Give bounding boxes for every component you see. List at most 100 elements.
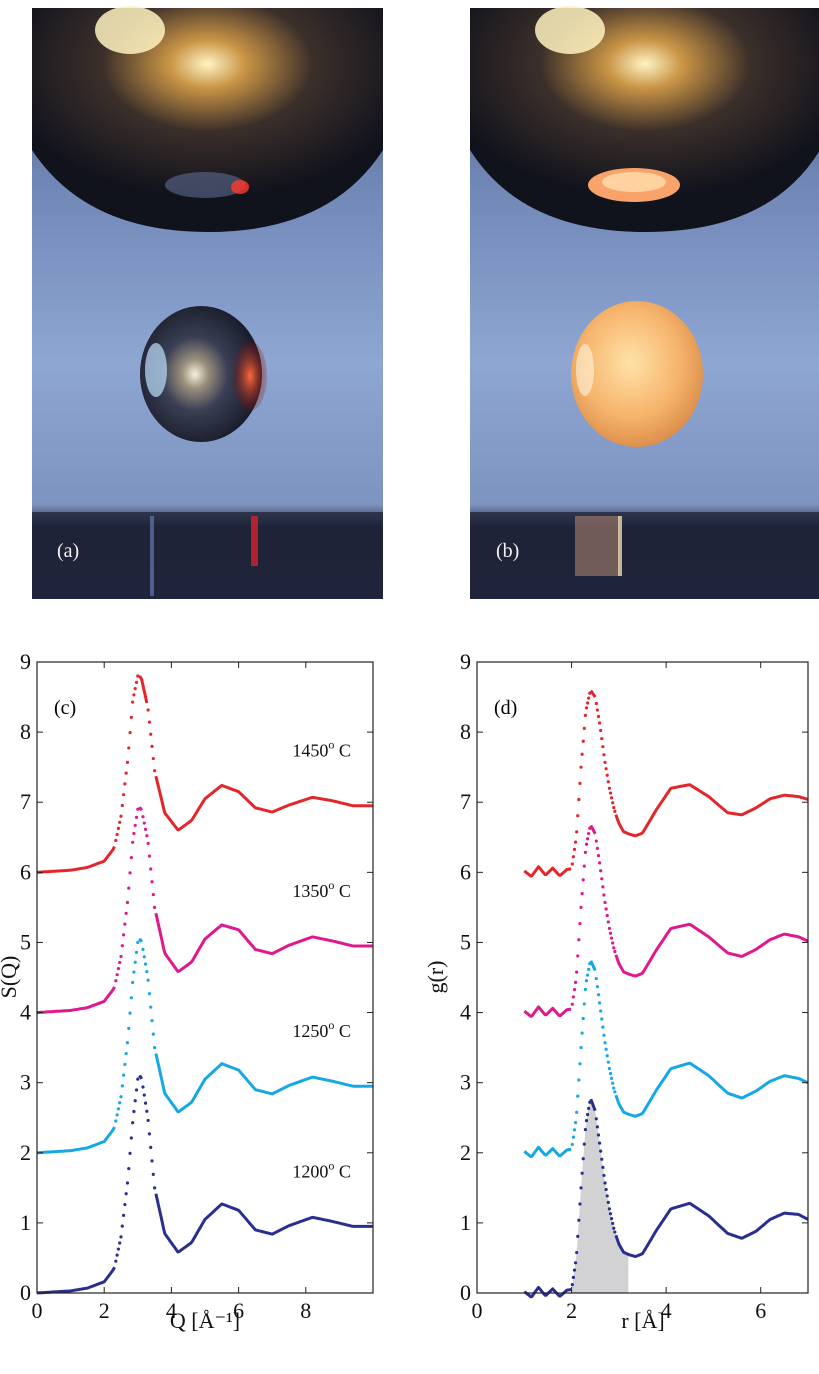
data-point	[571, 855, 575, 859]
data-point	[133, 823, 137, 828]
y-tick-label: 1	[460, 1210, 471, 1235]
data-point	[114, 979, 118, 983]
x-tick-label: 2	[99, 1298, 110, 1323]
data-point	[577, 938, 581, 942]
x-tick-label: 6	[755, 1298, 766, 1323]
data-point	[142, 821, 146, 825]
y-tick-label: 0	[20, 1280, 31, 1305]
data-point	[115, 832, 119, 837]
data-point	[594, 701, 598, 706]
data-point	[608, 1212, 613, 1216]
data-point	[599, 728, 603, 733]
data-point	[572, 988, 577, 992]
data-point	[603, 1181, 607, 1185]
data-point	[151, 892, 155, 897]
data-point	[125, 760, 130, 764]
data-point	[571, 1135, 575, 1139]
d-shaded-layer	[571, 1100, 629, 1293]
data-point	[147, 1132, 152, 1136]
data-point	[123, 1202, 127, 1207]
data-point	[577, 797, 581, 802]
data-point	[579, 1186, 583, 1190]
data-point	[580, 1171, 584, 1175]
data-point	[123, 922, 127, 926]
d-ticks-layer: 0 2 4 6 0 1 2 3 4 5 6 7 8 9	[460, 649, 808, 1323]
data-point	[612, 1226, 616, 1230]
data-point	[147, 992, 152, 996]
photo-a: (a)	[32, 6, 383, 599]
data-point	[116, 826, 121, 830]
shaded-peak-area	[571, 1100, 629, 1293]
data-point	[145, 1109, 149, 1113]
data-point	[118, 960, 122, 965]
d-ylabel: g(r)	[423, 961, 448, 994]
data-point	[601, 885, 605, 889]
data-point	[128, 731, 132, 735]
data-point	[123, 1062, 127, 1066]
d-series-layer	[523, 689, 809, 1299]
data-point	[576, 1234, 580, 1238]
data-point	[587, 831, 591, 836]
data-point	[573, 1120, 578, 1125]
data-point	[608, 931, 613, 935]
data-point	[580, 892, 584, 896]
data-point	[575, 1250, 579, 1255]
data-point	[121, 1213, 126, 1217]
data-point	[118, 1241, 122, 1245]
data-point	[595, 708, 599, 712]
data-point	[114, 1259, 118, 1263]
x-tick-label: 0	[32, 1298, 43, 1323]
data-point	[149, 1005, 153, 1009]
y-tick-label: 0	[460, 1280, 471, 1305]
data-point	[612, 806, 616, 810]
c-plot-frame	[36, 661, 374, 1294]
data-point	[613, 1230, 617, 1234]
y-tick-label: 8	[20, 719, 31, 744]
data-point	[585, 1112, 590, 1117]
data-point	[575, 1110, 579, 1114]
data-point	[587, 1106, 591, 1110]
data-point	[125, 1041, 130, 1045]
data-point	[602, 1033, 606, 1037]
data-point	[115, 1253, 119, 1257]
data-point	[134, 1088, 139, 1092]
series-line	[36, 675, 374, 874]
data-point	[579, 905, 583, 909]
data-point	[119, 1235, 123, 1239]
data-point	[131, 980, 135, 985]
data-point	[571, 1275, 575, 1279]
data-point	[145, 969, 149, 974]
data-point	[607, 1067, 612, 1071]
data-point	[583, 713, 587, 717]
c-ylabel: S(Q)	[0, 956, 21, 999]
data-point	[125, 1181, 130, 1185]
data-point	[585, 973, 590, 977]
data-point	[133, 1099, 137, 1103]
data-point	[129, 996, 133, 1000]
y-tick-label: 5	[460, 929, 471, 954]
data-point	[599, 869, 603, 873]
data-point	[606, 920, 610, 924]
data-point	[594, 1117, 598, 1121]
data-point	[146, 978, 150, 982]
y-tick-label: 3	[460, 1070, 471, 1095]
data-point	[572, 847, 577, 852]
data-point	[143, 962, 148, 966]
data-point	[114, 838, 118, 843]
data-point	[605, 1194, 609, 1198]
data-point	[583, 1127, 587, 1132]
data-point	[580, 1031, 584, 1035]
data-point	[611, 1221, 615, 1226]
series-line	[523, 824, 809, 1018]
data-point	[584, 979, 589, 983]
data-point	[141, 1085, 145, 1089]
data-point	[150, 1159, 154, 1163]
x-tick-label: 4	[166, 1298, 177, 1323]
photo-b-label: (b)	[496, 540, 519, 562]
data-point	[570, 1283, 574, 1287]
data-point	[575, 970, 579, 974]
series-0	[523, 1098, 809, 1299]
c-xlabel: Q [Å⁻¹]	[170, 1308, 240, 1333]
data-point	[125, 900, 130, 905]
data-point	[570, 1142, 574, 1147]
